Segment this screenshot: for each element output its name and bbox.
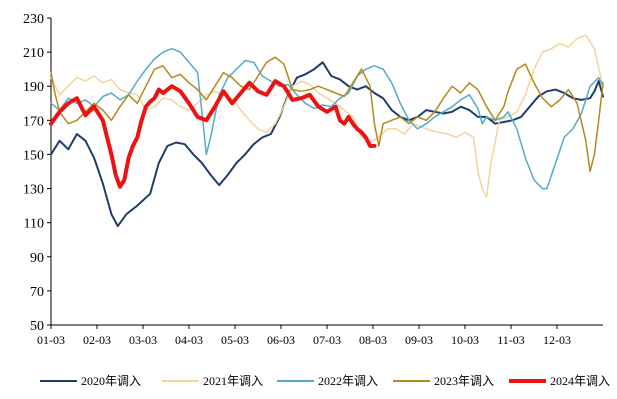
series-lines — [49, 34, 604, 228]
legend-label: 2021年调入 — [203, 374, 263, 388]
y-tick-label: 170 — [23, 114, 44, 129]
y-tick-label: 150 — [23, 148, 44, 163]
legend-item: 2021年调入 — [162, 374, 263, 388]
x-tick-label: 02-03 — [83, 333, 111, 347]
legend-label: 2022年调入 — [318, 374, 378, 388]
legend: 2020年调入 2021年调入 2022年调入 2023年调入 2024年调入 — [40, 374, 610, 388]
y-tick-label: 50 — [30, 319, 44, 334]
series-line-2 — [50, 47, 604, 190]
x-tick-label: 07-03 — [313, 333, 341, 347]
series-line-1 — [50, 34, 604, 198]
x-tick-label: 05-03 — [221, 333, 249, 347]
y-tick-label: 130 — [23, 183, 44, 198]
x-tick-label: 10-03 — [451, 333, 479, 347]
x-tick-label: 12-03 — [543, 333, 571, 347]
legend-label: 2024年调入 — [550, 374, 610, 388]
x-tick-label: 08-03 — [359, 333, 387, 347]
series-line-4 — [49, 79, 377, 189]
y-tick-label: 230 — [23, 12, 44, 27]
legend-item: 2022年调入 — [277, 374, 378, 388]
legend-item: 2024年调入 — [509, 374, 610, 388]
x-tick-label: 11-03 — [497, 333, 525, 347]
x-tick-label: 09-03 — [405, 333, 433, 347]
y-tick-label: 90 — [30, 251, 44, 266]
x-tick-label: 03-03 — [129, 333, 157, 347]
series-line-0 — [50, 61, 604, 228]
x-tick-label: 01-03 — [37, 333, 65, 347]
legend-label: 2023年调入 — [434, 374, 494, 388]
y-tick-label: 190 — [23, 80, 44, 95]
x-tick-label: 06-03 — [267, 333, 295, 347]
x-tick-label: 04-03 — [175, 333, 203, 347]
legend-label: 2020年调入 — [81, 374, 141, 388]
legend-item: 2023年调入 — [393, 374, 494, 388]
series-line-3 — [50, 56, 604, 173]
y-tick-label: 110 — [24, 217, 44, 232]
legend-item: 2020年调入 — [40, 374, 141, 388]
y-tick-label: 70 — [30, 285, 44, 300]
y-tick-label: 210 — [23, 46, 44, 61]
